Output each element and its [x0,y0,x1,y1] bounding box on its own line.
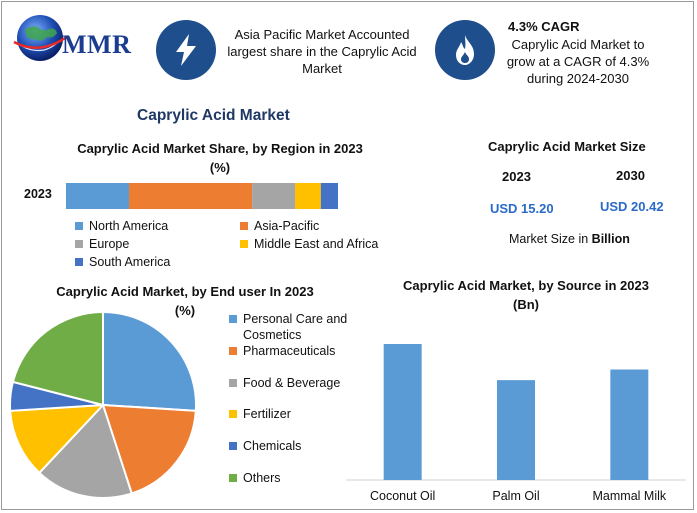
pie-slice-personal-care-and-cosmetics [102,310,197,412]
pie-legend-others: Others [229,470,281,486]
legend-north-america: North America [75,219,168,233]
source-bar-mammal-milk [610,369,649,480]
region-bar-segment-south-america [320,183,338,209]
legend-swatch-europe [75,240,83,248]
legend-swatch-asia-pacific [240,222,248,230]
logo: MMR [10,8,140,68]
header-info-asia-pacific: Asia Pacific Market Accounted largest sh… [227,27,417,76]
pie-slice-fertilizer [9,403,106,475]
legend-europe: Europe [75,237,129,251]
logo-text: MMR [62,30,132,59]
pie-slice-others [11,310,104,407]
pie-legend-label-pharmaceuticals: Pharmaceuticals [243,344,336,358]
enduser-pie-chart [9,310,197,499]
legend-label-asia-pacific: Asia-Pacific [254,219,320,233]
flame-icon-badge [435,20,495,80]
source-chart-subtitle: (Bn) [513,297,539,312]
globe-icon [13,15,69,61]
region-bar-segment-asia-pacific [128,183,253,209]
region-chart-title: Caprylic Acid Market Share, by Region in… [40,139,400,177]
legend-label-north-america: North America [89,219,169,233]
flame-icon [456,35,474,65]
source-chart-title-text: Caprylic Acid Market, by Source in 2023 [403,278,649,293]
source-tick-label-mammal-milk: Mammal Milk [593,489,667,503]
pie-legend-label-fertilizer: Fertilizer [243,407,291,421]
market-size-year-2023: 2023 [502,169,531,184]
region-chart-subtitle: (%) [209,160,231,175]
legend-swatch-south-america [75,258,83,266]
legend-swatch-north-america [75,222,83,230]
market-size-title: Caprylic Acid Market Size [488,139,646,154]
header-cagr-body: Caprylic Acid Market to grow at a CAGR o… [506,37,650,86]
source-tick-label-coconut-oil: Coconut Oil [370,489,435,503]
region-bar-segment-north-america [66,183,129,209]
pie-legend-swatch-fertilizer [229,410,237,418]
pie-legend-swatch-others [229,474,237,482]
legend-label-middle-east-africa: Middle East and Africa [254,237,379,251]
source-chart-title: Caprylic Acid Market, by Source in 2023 … [386,276,666,314]
source-tick-label-palm-oil: Palm Oil [492,489,539,503]
source-bar-chart: Coconut Oil Palm Oil Mammal Milk [346,344,686,503]
pie-legend-swatch-chemicals [229,442,237,450]
market-size-value-2030: USD 20.42 [600,199,664,214]
region-bar-segment-europe [252,183,296,209]
pie-legend-swatch-food-beverage [229,379,237,387]
region-chart-title-text: Caprylic Acid Market Share, by Region in… [77,141,363,156]
legend-middle-east-africa: Middle East and Africa [240,237,378,251]
lightning-icon-badge [156,20,216,80]
legend-swatch-middle-east-africa [240,240,248,248]
pie-slice-food-beverage [37,403,133,499]
enduser-chart-title-text: Caprylic Acid Market, by End user In 202… [56,284,314,299]
pie-legend-swatch-pharmaceuticals [229,347,237,355]
market-size-year-2030: 2030 [616,168,645,183]
pie-slice-pharmaceuticals [101,403,197,495]
lightning-icon [176,34,196,66]
pie-legend-label-personal-care: Personal Care and Cosmetics [243,312,348,342]
market-title: Caprylic Acid Market [137,107,290,124]
pie-legend-food-beverage: Food & Beverage [229,375,340,391]
legend-asia-pacific: Asia-Pacific [240,219,319,233]
pie-legend-chemicals: Chemicals [229,438,301,454]
market-size-note-prefix: Market Size in [509,232,592,246]
pie-legend-label-chemicals: Chemicals [243,439,302,453]
region-stacked-bar [66,183,338,209]
header-cagr-title: 4.3% CAGR [508,19,580,34]
legend-south-america: South America [75,255,170,269]
legend-label-south-america: South America [89,255,171,269]
source-bar-coconut-oil [383,344,422,480]
region-chart-category-label: 2023 [24,187,52,201]
market-size-note-unit: Billion [591,232,630,246]
market-size-note: Market Size in Billion [509,232,630,246]
pie-legend-personal-care: Personal Care and Cosmetics [229,311,359,343]
region-bar-segment-middle-east-and-africa [295,183,321,209]
pie-legend-label-food-beverage: Food & Beverage [243,376,341,390]
pie-legend-fertilizer: Fertilizer [229,406,291,422]
market-size-value-2023: USD 15.20 [490,201,554,216]
enduser-chart-title: Caprylic Acid Market, by End user In 202… [30,282,340,320]
legend-label-europe: Europe [89,237,130,251]
pie-legend-swatch-personal-care [229,315,237,323]
source-bar-palm-oil [497,380,535,480]
enduser-chart-subtitle: (%) [174,303,196,318]
pie-legend-pharmaceuticals: Pharmaceuticals [229,343,335,359]
pie-legend-label-others: Others [243,471,281,485]
